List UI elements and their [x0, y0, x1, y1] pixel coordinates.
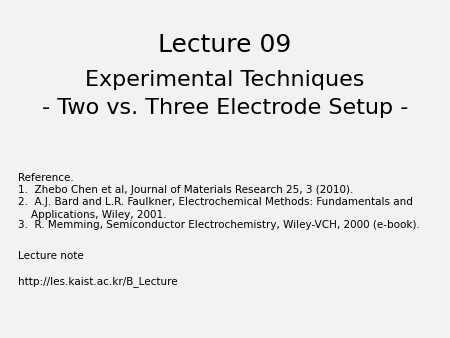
Text: 3.  R. Memming, Semiconductor Electrochemistry, Wiley-VCH, 2000 (e-book).: 3. R. Memming, Semiconductor Electrochem…: [18, 220, 420, 230]
Text: 1.  Zhebo Chen et al, Journal of Materials Research 25, 3 (2010).: 1. Zhebo Chen et al, Journal of Material…: [18, 185, 353, 195]
Text: 2.  A.J. Bard and L.R. Faulkner, Electrochemical Methods: Fundamentals and
    A: 2. A.J. Bard and L.R. Faulkner, Electroc…: [18, 197, 413, 220]
Text: Experimental Techniques
- Two vs. Three Electrode Setup -: Experimental Techniques - Two vs. Three …: [42, 70, 408, 118]
Text: Lecture note: Lecture note: [18, 251, 84, 261]
Text: http://les.kaist.ac.kr/B_Lecture: http://les.kaist.ac.kr/B_Lecture: [18, 276, 178, 287]
Text: Reference.: Reference.: [18, 173, 74, 183]
Text: Lecture 09: Lecture 09: [158, 33, 292, 57]
